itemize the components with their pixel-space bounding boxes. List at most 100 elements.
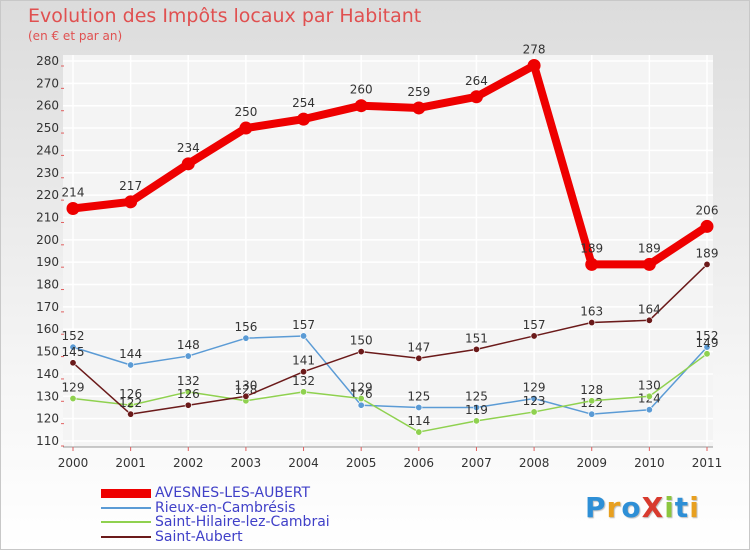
- data-label: 189: [638, 241, 661, 255]
- data-label: 122: [119, 396, 142, 410]
- y-tick-label: 140: [36, 367, 59, 381]
- data-point: [472, 345, 480, 353]
- y-tick-label: 170: [36, 300, 59, 314]
- legend-item: Saint-Hilaire-lez-Cambrai: [101, 515, 330, 530]
- x-tick-label: 2002: [173, 456, 204, 470]
- series-line-4: [72, 263, 708, 415]
- data-label: 250: [234, 105, 257, 119]
- logo-letter: P: [585, 491, 607, 524]
- x-tick-label: 2011: [692, 456, 723, 470]
- y-tick-label: 200: [36, 233, 59, 247]
- data-label: 157: [292, 318, 315, 332]
- x-tick-label: 2000: [58, 456, 89, 470]
- legend-item: Rieux-en-Cambrésis: [101, 501, 330, 516]
- data-point: [242, 334, 250, 342]
- data-label: 217: [119, 179, 142, 193]
- data-label: 152: [62, 329, 85, 343]
- data-point: [297, 112, 311, 126]
- data-point: [415, 403, 423, 411]
- data-point: [124, 195, 138, 209]
- legend-swatch: [101, 506, 151, 509]
- y-tick-label: 260: [36, 99, 59, 113]
- data-point: [357, 348, 365, 356]
- data-label: 189: [696, 246, 719, 260]
- y-tick-label: 180: [36, 278, 59, 292]
- logo-letter: i: [664, 491, 675, 524]
- y-tick-label: 220: [36, 188, 59, 202]
- legend: AVESNES-LES-AUBERT Rieux-en-Cambrésis Sain…: [101, 486, 330, 544]
- data-label: 148: [177, 338, 200, 352]
- data-point: [700, 219, 714, 233]
- legend-item: Saint-Aubert: [101, 530, 330, 545]
- data-label: 260: [350, 83, 373, 97]
- data-point: [530, 332, 538, 340]
- data-point: [472, 417, 480, 425]
- series-line-3: [72, 353, 708, 433]
- data-label: 130: [638, 378, 661, 392]
- x-tick-label: 2008: [519, 456, 550, 470]
- data-label: 206: [696, 203, 719, 217]
- data-point: [69, 343, 77, 351]
- chart-title: Evolution des Impôts locaux par Habitant: [28, 5, 422, 27]
- data-label: 119: [465, 403, 488, 417]
- data-point: [588, 410, 596, 418]
- data-point: [472, 403, 480, 411]
- data-point: [412, 101, 426, 115]
- legend-swatch: [101, 521, 151, 524]
- data-label: 163: [580, 305, 603, 319]
- data-label: 156: [234, 320, 257, 334]
- data-label: 141: [292, 354, 315, 368]
- data-label: 259: [407, 85, 430, 99]
- y-tick-label: 250: [36, 121, 59, 135]
- data-label: 150: [350, 334, 373, 348]
- data-label: 157: [523, 318, 546, 332]
- data-label: 132: [292, 374, 315, 388]
- data-point: [300, 332, 308, 340]
- y-tick-label: 130: [36, 389, 59, 403]
- logo-letter: r: [606, 491, 622, 524]
- data-point: [69, 359, 77, 367]
- data-label: 132: [177, 374, 200, 388]
- y-tick-label: 120: [36, 412, 59, 426]
- x-tick-label: 2006: [404, 456, 435, 470]
- data-point: [184, 401, 192, 409]
- logo-letter: t: [674, 491, 690, 524]
- logo-letter: X: [641, 491, 665, 524]
- y-tick-label: 230: [36, 166, 59, 180]
- data-point: [703, 343, 711, 351]
- x-tick-label: 2010: [634, 456, 665, 470]
- data-label: 214: [62, 186, 85, 200]
- data-point: [66, 202, 80, 216]
- data-point: [703, 260, 711, 268]
- legend-label: Saint-Hilaire-lez-Cambrai: [155, 514, 330, 531]
- data-point: [642, 257, 656, 271]
- chart-subtitle: (en € et par an): [28, 29, 123, 43]
- data-point: [300, 368, 308, 376]
- data-label: 126: [119, 387, 142, 401]
- data-label: 128: [580, 383, 603, 397]
- data-point: [527, 58, 541, 72]
- x-tick-label: 2001: [115, 456, 146, 470]
- y-tick-label: 110: [36, 434, 59, 448]
- x-tick-label: 2009: [576, 456, 607, 470]
- data-label: 129: [62, 381, 85, 395]
- x-tick-label: 2004: [288, 456, 319, 470]
- data-label: 129: [350, 381, 373, 395]
- x-tick-label: 2003: [231, 456, 262, 470]
- data-label: 152: [696, 329, 719, 343]
- legend-swatch: [101, 535, 151, 538]
- data-label: 149: [696, 336, 719, 350]
- data-point: [239, 121, 253, 135]
- y-tick-label: 270: [36, 76, 59, 90]
- data-label: 145: [62, 345, 85, 359]
- data-point: [588, 397, 596, 405]
- data-point: [127, 410, 135, 418]
- series-line-1: [69, 61, 711, 269]
- legend-label: AVESNES-LES-AUBERT: [155, 485, 311, 502]
- data-point: [184, 388, 192, 396]
- y-tick-label: 240: [36, 143, 59, 157]
- legend-swatch: [101, 488, 151, 498]
- y-tick-label: 150: [36, 345, 59, 359]
- series-line-2: [72, 335, 708, 415]
- legend-label: Saint-Aubert: [155, 528, 243, 545]
